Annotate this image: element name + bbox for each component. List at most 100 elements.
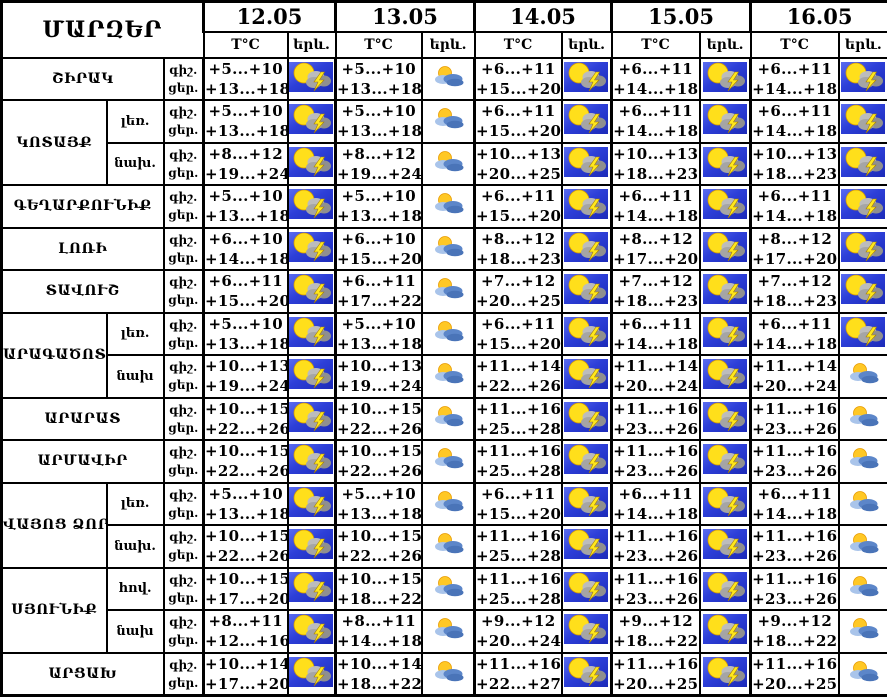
night-temperature: +6...+11 <box>613 59 699 79</box>
night-temperature: +11...+16 <box>613 654 699 674</box>
weather-icon-cell <box>839 58 887 101</box>
weather-icon-cell <box>288 355 336 398</box>
temperature-cell: +8...+11+14...+18 <box>336 610 422 653</box>
weather-icon-cell <box>562 143 612 186</box>
weather-icon-cell <box>288 610 336 653</box>
time-of-day-labels: գիշ.ցեր. <box>164 100 204 143</box>
weather-icon-cell <box>422 440 475 483</box>
weather-icon-cell <box>288 440 336 483</box>
night-temperature: +10...+15 <box>337 569 421 589</box>
thunderstorm-icon <box>564 147 608 177</box>
date-header-row: ՄԱՐԶԵՐ 12.05 13.05 14.05 15.05 16.05 <box>2 2 887 32</box>
night-label: գիշ. <box>165 316 203 334</box>
night-temperature: +5...+10 <box>205 314 287 334</box>
sun-cloud-icon <box>428 192 468 216</box>
temperature-cell: +10...+13+18...+23 <box>612 143 700 186</box>
day-temperature: +25...+28 <box>476 546 561 566</box>
night-temperature: +11...+16 <box>476 654 561 674</box>
night-temperature: +8...+12 <box>613 229 699 249</box>
night-temperature: +6...+10 <box>337 229 421 249</box>
thunderstorm-icon <box>564 189 608 219</box>
weather-icon-cell <box>422 100 475 143</box>
thunderstorm-icon <box>564 487 608 517</box>
day-temperature: +13...+18 <box>205 206 287 226</box>
thunderstorm-icon <box>564 274 608 304</box>
region-name: ԱՐԱԳԱԾՈՏՆ <box>2 313 107 398</box>
sun-cloud-icon <box>428 490 468 514</box>
temperature-cell: +5...+10+13...+18 <box>336 185 422 228</box>
night-temperature: +7...+12 <box>752 271 838 291</box>
night-temperature: +10...+13 <box>205 356 287 376</box>
phenomenon-column-header: երև. <box>422 32 475 58</box>
day-temperature: +22...+26 <box>205 546 287 566</box>
region-name: ՇԻՐԱԿ <box>2 58 164 101</box>
day-label: ցեր. <box>165 674 203 692</box>
night-temperature: +5...+10 <box>205 186 287 206</box>
night-temperature: +10...+15 <box>205 569 287 589</box>
region-name: ԿՈՏԱՅՔ <box>2 100 107 185</box>
day-temperature: +22...+26 <box>337 461 421 481</box>
night-label: գիշ. <box>165 613 203 631</box>
weather-icon-cell <box>562 525 612 568</box>
sun-cloud-icon <box>428 320 468 344</box>
thunderstorm-icon <box>564 529 608 559</box>
thunderstorm-icon <box>289 402 333 432</box>
time-of-day-labels: գիշ.ցեր. <box>164 355 204 398</box>
night-temperature: +6...+11 <box>613 186 699 206</box>
day-temperature: +17...+20 <box>752 249 838 269</box>
day-temperature: +20...+24 <box>613 376 699 396</box>
sun-cloud-icon <box>843 660 883 684</box>
day-temperature: +15...+20 <box>337 249 421 269</box>
night-temperature: +6...+11 <box>476 314 561 334</box>
temperature-cell: +10...+14+18...+22 <box>336 653 422 696</box>
weather-icon-cell <box>422 525 475 568</box>
temperature-cell: +10...+13+18...+23 <box>751 143 839 186</box>
temperature-cell: +8...+12+18...+23 <box>475 228 562 271</box>
weather-icon-cell <box>700 525 751 568</box>
thunderstorm-icon <box>841 104 885 134</box>
day-temperature: +20...+25 <box>613 674 699 694</box>
day-temperature: +25...+28 <box>476 589 561 609</box>
thunderstorm-icon <box>703 359 747 389</box>
weather-icon-cell <box>422 355 475 398</box>
temperature-cell: +11...+16+22...+27 <box>475 653 562 696</box>
subregion-label: նախ. <box>107 143 164 186</box>
phenomenon-column-header: երև. <box>288 32 336 58</box>
day-temperature: +15...+20 <box>205 291 287 311</box>
region-name: ԱՐԱՐԱՏ <box>2 398 164 441</box>
weather-icon-cell <box>288 568 336 611</box>
weather-icon-cell <box>839 143 887 186</box>
thunderstorm-icon <box>703 147 747 177</box>
night-label: գիշ. <box>165 273 203 291</box>
night-temperature: +8...+12 <box>752 229 838 249</box>
night-temperature: +11...+16 <box>752 399 838 419</box>
night-temperature: +11...+16 <box>476 441 561 461</box>
night-temperature: +11...+14 <box>752 356 838 376</box>
day-label: ցեր. <box>165 589 203 607</box>
weather-icon-cell <box>700 440 751 483</box>
day-temperature: +18...+22 <box>613 631 699 651</box>
region-name: ԼՈՌԻ <box>2 228 164 271</box>
night-temperature: +6...+10 <box>205 229 287 249</box>
region-name: ՏԱՎՈՒՇ <box>2 270 164 313</box>
sun-cloud-icon <box>843 575 883 599</box>
thunderstorm-icon <box>289 487 333 517</box>
day-label: ցեր. <box>165 546 203 564</box>
night-temperature: +10...+15 <box>337 399 421 419</box>
day-temperature: +14...+18 <box>205 249 287 269</box>
weather-icon-cell <box>422 228 475 271</box>
region-name: ԳԵՂԱՐՔՈՒՆԻՔ <box>2 185 164 228</box>
night-temperature: +6...+11 <box>752 484 838 504</box>
night-temperature: +11...+16 <box>476 526 561 546</box>
sun-cloud-icon <box>843 490 883 514</box>
day-label: ցեր. <box>165 164 203 182</box>
day-temperature: +14...+18 <box>752 79 838 99</box>
forecast-row: նախ.գիշ.ցեր.+10...+15+22...+26 +10...+15… <box>2 525 887 568</box>
night-temperature: +9...+12 <box>613 611 699 631</box>
weather-icon-cell <box>839 100 887 143</box>
forecast-row: նախ.գիշ.ցեր.+8...+12+19...+24 +8...+12+1… <box>2 143 887 186</box>
day-temperature: +14...+18 <box>752 334 838 354</box>
night-temperature: +11...+16 <box>752 441 838 461</box>
